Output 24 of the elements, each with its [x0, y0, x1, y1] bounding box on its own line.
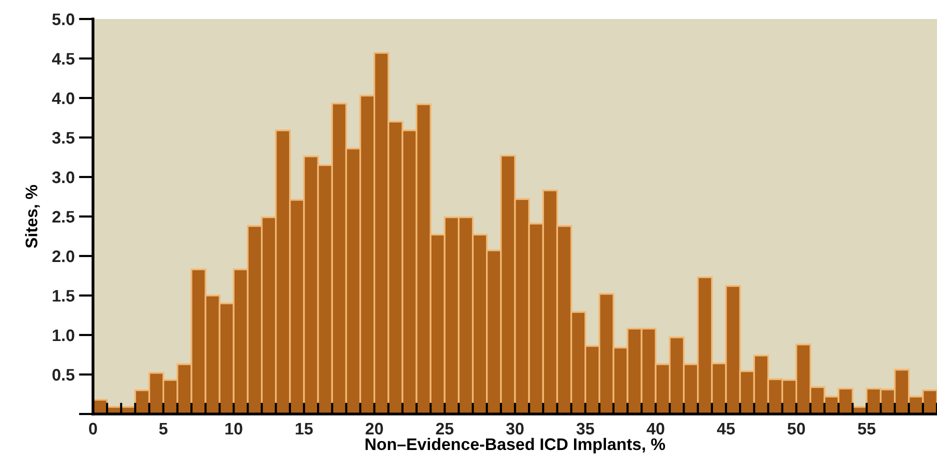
- y-tick-label: 0.5: [52, 368, 74, 381]
- x-axis-title: Non–Evidence-Based ICD Implants, %: [366, 438, 666, 454]
- y-axis-title: Sites, %: [25, 184, 40, 248]
- x-tick-label: 20: [366, 422, 383, 435]
- x-tick-label: 5: [159, 422, 168, 435]
- x-tick-label: 40: [646, 422, 664, 435]
- x-tick-label: 10: [225, 422, 242, 435]
- x-tick-label: 15: [296, 422, 313, 435]
- x-tick-label: 35: [576, 422, 594, 435]
- y-tick-label: 2.0: [52, 250, 74, 262]
- y-tick-label: 4.5: [52, 53, 74, 65]
- x-tick-label: 25: [436, 422, 454, 435]
- y-tick-label: 1.0: [52, 329, 74, 342]
- y-tick-label: 3.5: [52, 132, 74, 144]
- x-tick-label: 45: [716, 422, 735, 435]
- x-tick-label: 50: [788, 422, 805, 435]
- y-tick-label: 4.0: [52, 92, 74, 104]
- x-tick-label: 55: [858, 422, 876, 435]
- x-tick-label: 30: [506, 422, 524, 435]
- y-tick-label: 3.0: [52, 171, 74, 184]
- x-tick-label: 0: [89, 422, 97, 435]
- y-tick-label: 1.5: [52, 290, 74, 302]
- y-tick-label: 2.5: [52, 210, 74, 223]
- y-tick-label: 5.0: [52, 13, 74, 26]
